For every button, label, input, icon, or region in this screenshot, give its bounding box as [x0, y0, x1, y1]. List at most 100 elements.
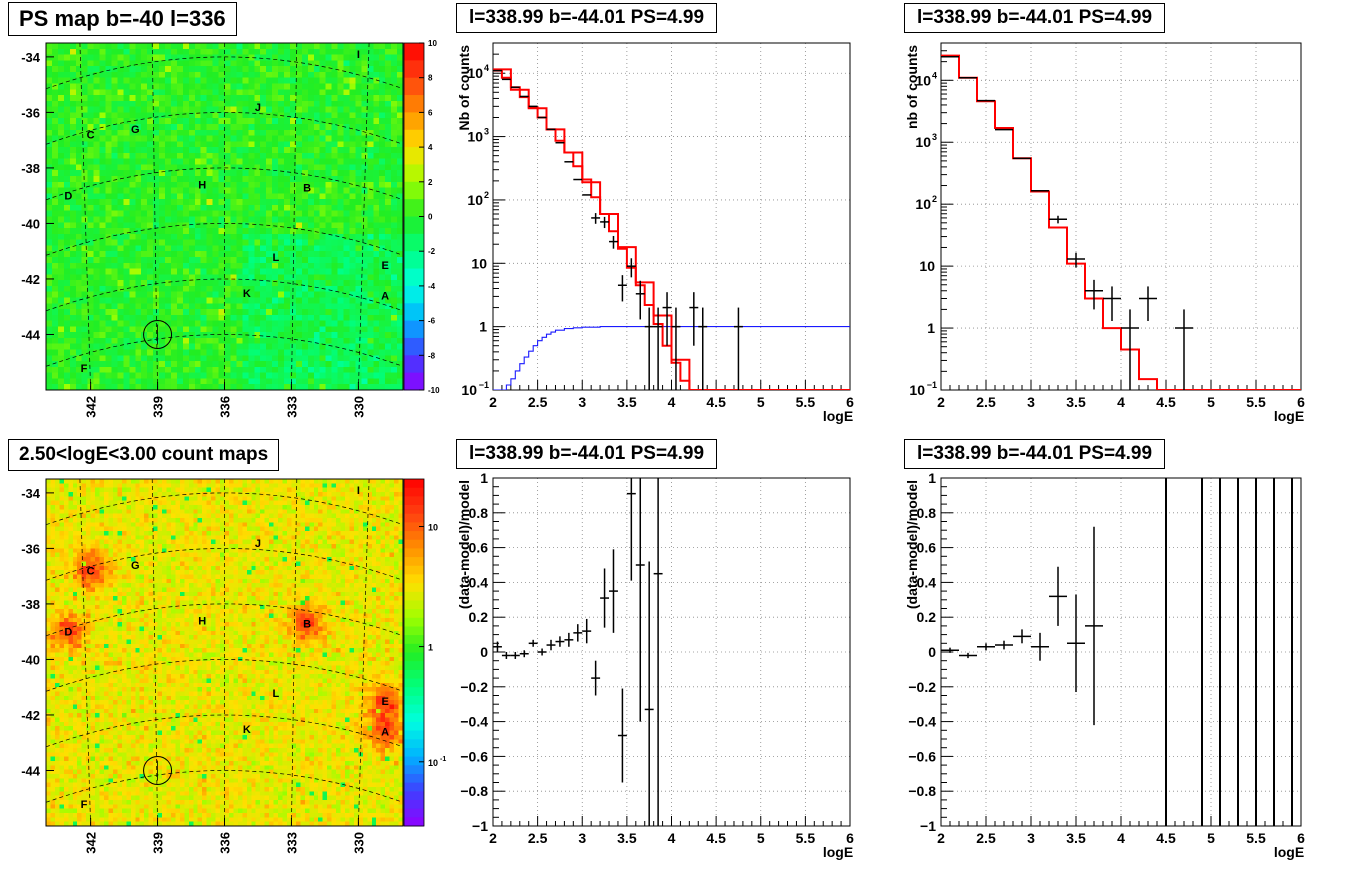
heatmap-cell — [391, 170, 398, 177]
heatmap-cell — [385, 291, 392, 299]
heatmap-cell — [63, 526, 69, 532]
heatmap-cell — [121, 500, 127, 506]
heatmap-cell — [141, 71, 148, 79]
heatmap-cell — [367, 251, 374, 258]
heatmap-cell — [379, 384, 386, 391]
heatmap-cell — [254, 245, 261, 252]
heatmap-cell — [307, 66, 315, 73]
heatmap-cell — [194, 285, 202, 293]
heatmap-cell — [123, 280, 130, 287]
heatmap-cell — [228, 483, 235, 489]
heatmap-cell — [355, 48, 362, 56]
heatmap-cell — [111, 326, 118, 333]
heatmap-cell — [86, 522, 92, 528]
heatmap-cell — [385, 251, 392, 258]
heatmap-cell — [170, 95, 178, 102]
heatmap-cell — [57, 372, 65, 380]
heatmap-cell — [301, 280, 309, 287]
heatmap-cell — [200, 210, 208, 218]
heatmap-cell — [182, 355, 190, 362]
heatmap-cell — [398, 531, 404, 536]
heatmap-cell — [111, 60, 118, 67]
heatmap-cell — [126, 513, 132, 519]
heatmap-cell — [353, 522, 359, 528]
heatmap-cell — [188, 361, 196, 368]
heatmap-cell — [385, 479, 391, 484]
heatmap-cell — [176, 204, 184, 212]
heatmap-cell — [159, 210, 166, 218]
heatmap-cell — [188, 343, 196, 351]
heatmap-cell — [117, 361, 124, 368]
heatmap-cell — [282, 487, 288, 493]
heatmap-cell — [51, 366, 59, 374]
heatmap-cell — [362, 496, 368, 502]
heatmap-cell — [112, 544, 118, 549]
heatmap-cell — [46, 228, 53, 235]
heatmap-cell — [254, 112, 261, 119]
heatmap-cell — [99, 285, 107, 293]
heatmap-cell — [391, 372, 398, 380]
heatmap-cell — [319, 291, 327, 299]
heatmap-cell — [230, 280, 237, 287]
heatmap-cell — [349, 170, 356, 177]
heatmap-cell — [358, 505, 364, 510]
heatmap-cell — [385, 245, 392, 252]
heatmap-cell — [166, 487, 172, 493]
heatmap-cell — [194, 66, 202, 73]
heatmap-cell — [236, 337, 243, 345]
heatmap-cell — [69, 361, 77, 368]
heatmap-cell — [286, 539, 293, 545]
heatmap-cell — [129, 280, 136, 287]
heatmap-cell — [200, 83, 208, 90]
heatmap-cell — [307, 384, 315, 391]
heatmap-cell — [248, 95, 255, 102]
heatmap-cell — [266, 303, 273, 310]
heatmap-cell — [51, 326, 59, 333]
countmap-heatmap — [46, 479, 404, 827]
heatmap-cell — [141, 118, 148, 125]
heatmap-cell — [251, 496, 257, 502]
heatmap-cell — [273, 535, 279, 541]
heatmap-cell — [86, 492, 92, 497]
heatmap-cell — [376, 509, 382, 515]
heatmap-cell — [367, 204, 374, 212]
heatmap-cell — [236, 123, 243, 131]
heatmap-cell — [361, 43, 368, 50]
heatmap-cell — [112, 531, 118, 536]
heatmap-cell — [200, 228, 208, 235]
heatmap-cell — [367, 268, 374, 275]
heatmap-cell — [105, 83, 113, 90]
heatmap-cell — [194, 251, 202, 258]
heatmap-cell — [194, 262, 202, 270]
heatmap-cell — [200, 193, 208, 200]
heatmap-cell — [349, 303, 356, 310]
heatmap-cell — [111, 147, 118, 154]
heatmap-cell — [367, 378, 374, 385]
heatmap-cell — [93, 378, 101, 385]
heatmap-cell — [129, 384, 136, 391]
heatmap-cell — [212, 280, 220, 287]
heatmap-cell — [63, 509, 69, 515]
heatmap-cell — [313, 164, 321, 171]
heatmap-cell — [349, 216, 356, 223]
heatmap-cell — [367, 187, 374, 194]
heatmap-cell — [236, 164, 243, 171]
heatmap-cell — [391, 193, 398, 200]
heatmap-cell — [129, 314, 136, 322]
heatmap-cell — [147, 262, 154, 270]
heatmap-cell — [93, 291, 101, 299]
heatmap-cell — [121, 509, 127, 515]
heatmap-cell — [200, 285, 208, 293]
heatmap-cell — [46, 539, 52, 545]
heatmap-cell — [117, 280, 124, 287]
heatmap-cell — [144, 522, 150, 528]
heatmap-cell — [141, 152, 148, 160]
heatmap-cell — [379, 129, 386, 137]
heatmap-cell — [176, 251, 184, 258]
heatmap-cell — [153, 123, 160, 131]
heatmap-cell — [215, 492, 221, 497]
heatmap-cell — [373, 158, 380, 166]
heatmap-cell — [117, 228, 124, 235]
heatmap-cell — [141, 54, 148, 61]
heatmap-cell — [51, 384, 59, 391]
